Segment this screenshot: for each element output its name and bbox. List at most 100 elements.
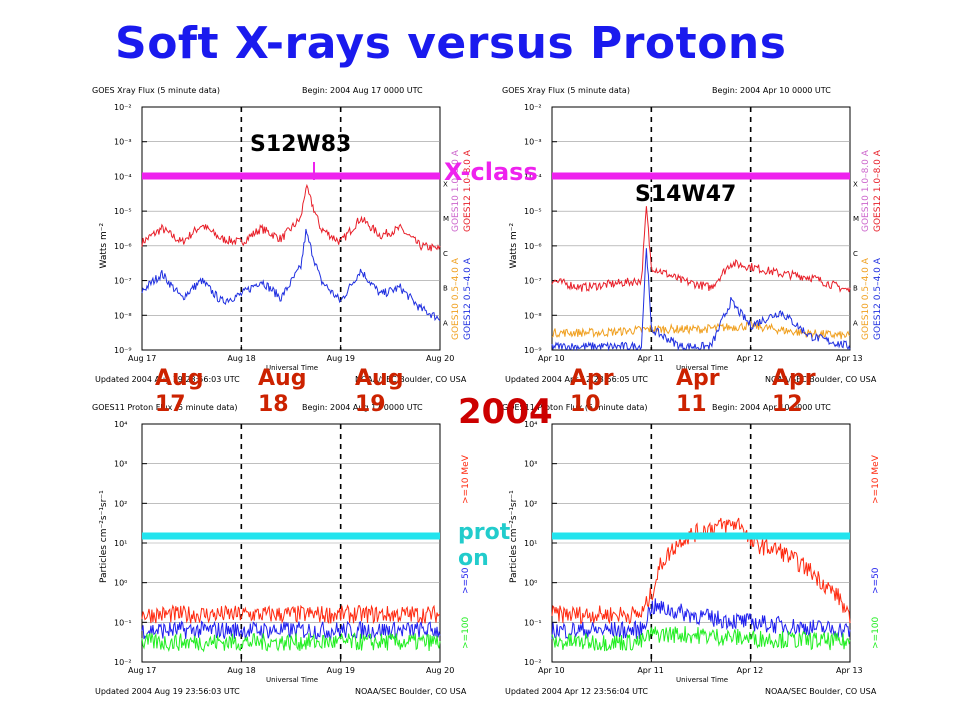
xray-apr-updated: Updated 2004 Apr 12 23:56:05 UTC (505, 375, 648, 384)
xray-aug-xtick-label: Aug 19 (327, 354, 355, 363)
xray-apr-ylabel: Watts m⁻² (509, 223, 519, 269)
proton-apr-xtick-label: Apr 10 (538, 666, 565, 675)
xray-apr-ytick-label: 10⁻⁸ (524, 311, 542, 320)
proton-aug-updated: Updated 2004 Aug 19 23:56:03 UTC (95, 687, 240, 696)
xray-apr-class-label: X (853, 180, 858, 188)
xray-aug-xtick-label: Aug 17 (128, 354, 156, 363)
xray-aug-legend-0: GOES10 1.0–8.0 A (451, 149, 461, 232)
proton-aug-ytick-label: 10⁴ (114, 420, 127, 429)
proton-apr-legend-1: >=50 (871, 567, 881, 594)
xray-apr-xtick-label: Apr 10 (538, 354, 565, 363)
proton-apr-title: GOES11 Proton Flux (5 minute data) (502, 403, 648, 412)
proton-aug-ytick-label: 10³ (114, 460, 127, 469)
xray-apr-legend-0: GOES10 1.0–8.0 A (861, 149, 871, 232)
xray-apr-footer: NOAA/SEC Boulder, CO USA (765, 375, 877, 384)
xray-aug-ytick-label: 10⁻⁴ (114, 172, 132, 181)
proton-aug-legend-2: >=100 (461, 616, 471, 649)
xray-apr-legend-1: GOES12 1.0–8.0 A (873, 149, 883, 232)
xray-apr-ytick-label: 10⁻³ (524, 138, 542, 147)
xray-aug-footer: NOAA/SEC Boulder, CO USA (355, 375, 467, 384)
xray-aug-legend-3: GOES12 0.5–4.0 A (463, 257, 473, 340)
date-label-aug18: Aug18 (258, 366, 307, 417)
xray-apr-xtick-label: Apr 12 (737, 354, 764, 363)
proton-apr-ytick-label: 10⁻¹ (524, 618, 542, 627)
proton-apr-ylabel: Particles cm⁻²s⁻¹sr⁻¹ (509, 490, 519, 583)
xray-aug-ytick-label: 10⁻⁹ (114, 346, 132, 355)
xray-apr-legend-3: GOES12 0.5–4.0 A (873, 257, 883, 340)
proton-apr-xtick-label: Apr 11 (637, 666, 664, 675)
date-label-apr12: Apr12 (772, 366, 816, 417)
xray-aug-series-1 (141, 228, 441, 322)
xray-apr-xlabel: Universal Time (676, 364, 728, 372)
xray-apr-series-1 (551, 321, 851, 340)
xray-apr-ytick-label: 10⁻⁶ (524, 242, 542, 251)
slide-title: Soft X-rays versus Protons (115, 18, 787, 69)
xray-aug-ytick-label: 10⁻³ (114, 138, 132, 147)
xray-apr-ytick-label: 10⁻⁴ (524, 172, 542, 181)
xray-aug-ytick-label: 10⁻⁷ (114, 277, 132, 286)
proton-aug-ylabel: Particles cm⁻²s⁻¹sr⁻¹ (99, 490, 109, 583)
xray-apr-class-label: B (853, 285, 858, 293)
location-aug: S12W83 (250, 132, 352, 157)
proton-aug-series-1 (141, 620, 441, 641)
proton-aug-title: GOES11 Proton Flux (5 minute data) (92, 403, 238, 412)
xray-apr-ytick-label: 10⁻⁹ (524, 346, 542, 355)
proton-apr-ytick-label: 10³ (524, 460, 537, 469)
xray-apr-legend-2: GOES10 0.5–4.0 A (861, 257, 871, 340)
xray-aug-legend-2: GOES10 0.5–4.0 A (451, 257, 461, 340)
xray-apr-ytick-label: 10⁻² (524, 103, 542, 112)
proton-apr-ytick-label: 10⁻² (524, 658, 542, 667)
date-label-aug19: Aug19 (355, 366, 404, 417)
proton-aug-ytick-label: 10⁻¹ (114, 618, 132, 627)
proton-apr-xtick-label: Apr 12 (737, 666, 764, 675)
proton-aug-xlabel: Universal Time (266, 676, 318, 684)
xray-apr-frame (551, 106, 851, 351)
date-label-apr11: Apr11 (676, 366, 720, 417)
xray-aug-title: GOES Xray Flux (5 minute data) (92, 86, 220, 95)
proton-aug-ytick-label: 10¹ (114, 539, 127, 548)
proton-apr-ytick-label: 10⁴ (524, 420, 537, 429)
xray-apr-class-label: M (853, 215, 859, 223)
xray-aug-xtick-label: Aug 18 (227, 354, 255, 363)
proton-aug-series-2 (141, 632, 441, 653)
proton-label: proton (458, 520, 511, 571)
proton-apr-series-1 (551, 598, 851, 640)
xray-aug-class-label: C (443, 250, 448, 258)
proton-aug-legend-0: >=10 MeV (461, 454, 471, 504)
proton-aug-xtick-label: Aug 18 (227, 666, 255, 675)
proton-apr-legend-2: >=100 (871, 616, 881, 649)
date-label-apr10: Apr10 (570, 366, 614, 417)
year-label: 2004 (458, 392, 553, 432)
xray-aug-series-0 (141, 183, 441, 252)
xray-aug-class-label: X (443, 180, 448, 188)
xray-aug-class-label: B (443, 285, 448, 293)
proton-apr-ytick-label: 10² (524, 499, 537, 508)
xray-aug-xtick-label: Aug 20 (426, 354, 454, 363)
location-apr: S14W47 (635, 182, 737, 207)
proton-apr-ytick-label: 10¹ (524, 539, 537, 548)
proton-aug-legend-1: >=50 (461, 567, 471, 594)
proton-aug-footer: NOAA/SEC Boulder, CO USA (355, 687, 467, 696)
xray-apr-class-label: C (853, 250, 858, 258)
proton-apr-legend-0: >=10 MeV (871, 454, 881, 504)
xray-apr-ytick-label: 10⁻⁷ (524, 277, 542, 286)
xray-apr-xtick-label: Apr 13 (836, 354, 863, 363)
xray-aug-updated: Updated 2004 Aug 19 23:56:03 UTC (95, 375, 240, 384)
proton-apr-xlabel: Universal Time (676, 676, 728, 684)
proton-apr-footer: NOAA/SEC Boulder, CO USA (765, 687, 877, 696)
proton-apr-xtick-label: Apr 13 (836, 666, 863, 675)
xray-aug-ytick-label: 10⁻⁵ (114, 207, 132, 216)
proton-aug-ytick-label: 10² (114, 499, 127, 508)
xray-aug-ytick-label: 10⁻⁶ (114, 242, 132, 251)
xray-aug-legend-1: GOES12 1.0–8.0 A (463, 149, 473, 232)
xray-apr-begin: Begin: 2004 Apr 10 0000 UTC (712, 86, 831, 95)
proton-apr-series-2 (551, 626, 851, 652)
xray-aug-xlabel: Universal Time (266, 364, 318, 372)
proton-aug-ytick-label: 10⁰ (114, 579, 127, 588)
xray-apr-class-label: A (853, 319, 858, 327)
xray-apr-series-0 (551, 206, 851, 293)
xray-apr-ytick-label: 10⁻⁵ (524, 207, 542, 216)
xray-aug-class-label: A (443, 319, 448, 327)
proton-aug-xtick-label: Aug 20 (426, 666, 454, 675)
